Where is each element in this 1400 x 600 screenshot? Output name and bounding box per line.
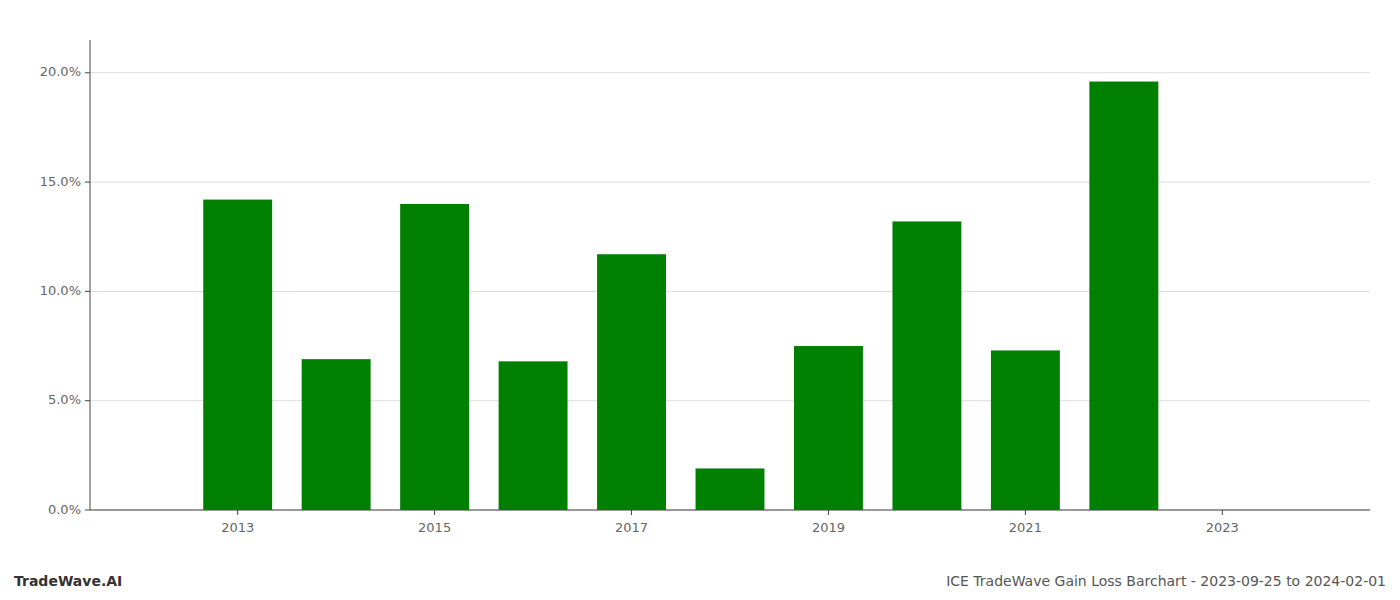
y-tick-label: 5.0% (48, 392, 81, 407)
x-tick (434, 510, 435, 515)
x-tick-label: 2015 (418, 520, 451, 535)
bar (203, 200, 272, 510)
bar (1089, 82, 1158, 510)
watermark: TradeWave.AI (14, 573, 122, 589)
bar (499, 361, 568, 510)
y-tick (85, 400, 90, 401)
x-tick (1222, 510, 1223, 515)
x-tick-label: 2017 (615, 520, 648, 535)
grid-line (90, 291, 1370, 292)
x-tick-label: 2021 (1009, 520, 1042, 535)
y-tick-label: 0.0% (48, 502, 81, 517)
y-tick-label: 20.0% (40, 64, 81, 79)
bar (892, 221, 961, 510)
bar (991, 350, 1060, 510)
axes: 0.0% 5.0% 10.0% 15.0% 20.0% 2013 2015 2017 2019 2… (40, 40, 1370, 535)
bar (696, 468, 765, 510)
x-tick (1025, 510, 1026, 515)
bar (794, 346, 863, 510)
bars (203, 82, 1158, 510)
grid-line (90, 72, 1370, 73)
x-tick (828, 510, 829, 515)
x-tick-label: 2013 (221, 520, 254, 535)
bar (400, 204, 469, 510)
title: ICE TradeWave Gain Loss Barchart - 2023-… (946, 573, 1386, 589)
grid (90, 73, 1370, 510)
y-tick-label: 10.0% (40, 283, 81, 298)
y-tick (85, 291, 90, 292)
bar (302, 359, 371, 510)
chart: 0.0% 5.0% 10.0% 15.0% 20.0% 2013 2015 2017 2019 2… (0, 0, 1400, 600)
y-tick (85, 182, 90, 183)
y-axis-line (90, 40, 91, 510)
y-tick-label: 15.0% (40, 174, 81, 189)
x-tick-label: 2023 (1206, 520, 1239, 535)
y-tick (85, 510, 90, 511)
x-tick (631, 510, 632, 515)
grid-line (90, 400, 1370, 401)
bar (597, 254, 666, 510)
x-tick (237, 510, 238, 515)
x-tick-label: 2019 (812, 520, 845, 535)
grid-line (90, 182, 1370, 183)
y-tick (85, 72, 90, 73)
